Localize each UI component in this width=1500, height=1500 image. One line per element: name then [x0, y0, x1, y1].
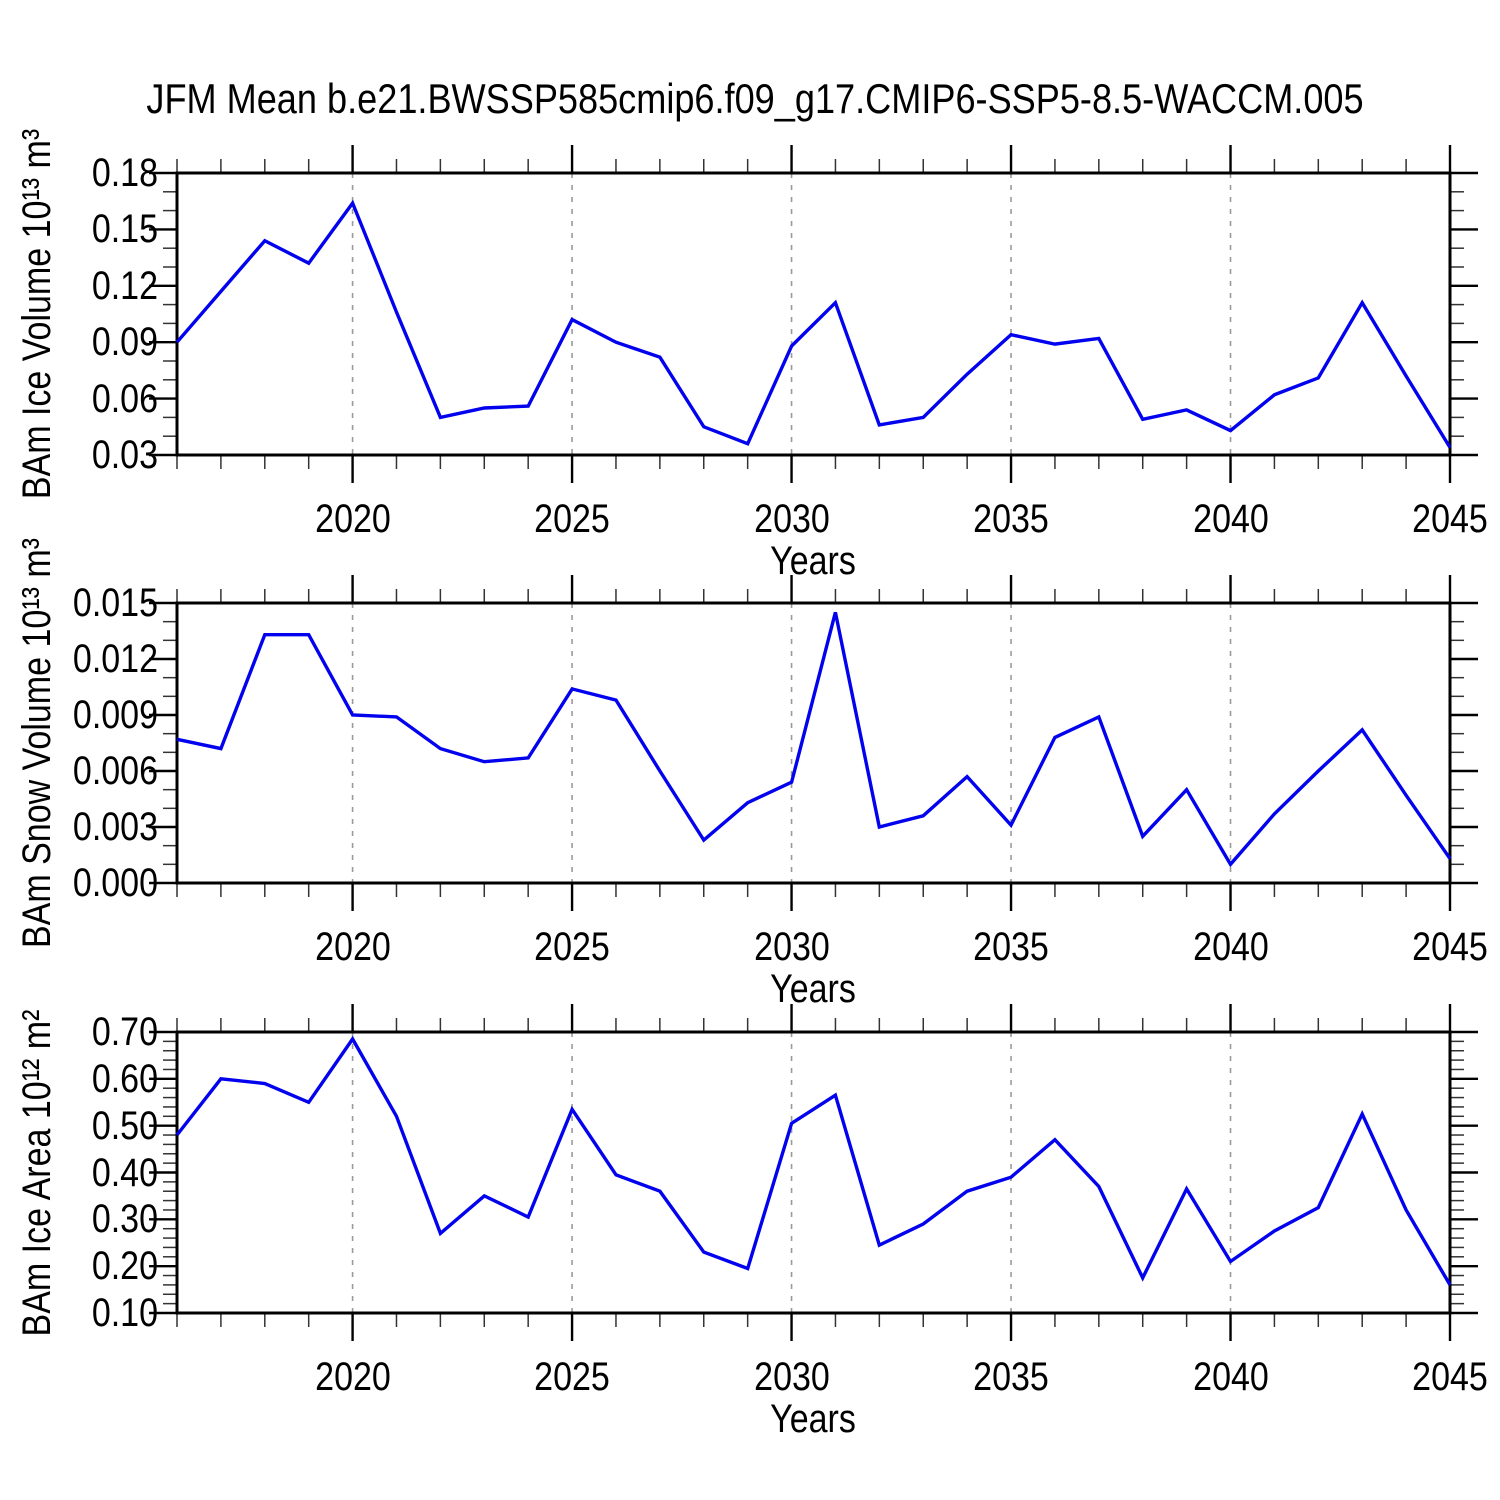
- y-ticks: [149, 601, 1478, 885]
- x-ticks: [176, 145, 1452, 483]
- x-tick-label: 2025: [534, 925, 610, 969]
- y-tick-label: 0.30: [91, 1197, 158, 1242]
- x-tick-label: 2045: [1412, 925, 1488, 969]
- y-tick-label: 0.60: [91, 1056, 158, 1101]
- x-tick-label: 2035: [973, 497, 1049, 541]
- gridlines: [351, 1032, 1232, 1313]
- plot-frame: [175, 601, 1452, 885]
- snow_volume-line: [176, 611, 1452, 868]
- x-tick-label: 2025: [534, 1355, 610, 1399]
- y-tick-label: 0.012: [72, 637, 158, 681]
- y-tick-label: 0.03: [91, 433, 158, 477]
- x-axis-title-panel3: Years: [770, 1397, 856, 1441]
- x-ticks: [176, 1004, 1452, 1341]
- gridlines: [351, 603, 1232, 883]
- y-tick-label: 0.12: [91, 263, 158, 308]
- x-axis-title-panel1: Years: [770, 539, 856, 583]
- x-tick-label: 2020: [314, 497, 391, 541]
- panel-ice_area: [149, 1004, 1478, 1341]
- y-tick-label: 0.10: [91, 1291, 158, 1335]
- y-tick-label: 0.18: [91, 151, 158, 195]
- x-tick-label: 2020: [314, 925, 391, 969]
- x-tick-label: 2045: [1412, 497, 1488, 541]
- y-tick-label: 0.003: [72, 805, 158, 849]
- y-tick-label: 0.006: [72, 749, 158, 793]
- y-tick-label: 0.06: [91, 376, 158, 421]
- x-tick-label: 2030: [753, 497, 830, 541]
- y-tick-label: 0.20: [91, 1244, 158, 1289]
- x-axis-title-panel2: Years: [770, 967, 856, 1011]
- x-tick-label: 2030: [753, 1355, 830, 1399]
- gridlines: [351, 173, 1232, 455]
- y-tick-label: 0.09: [91, 320, 158, 365]
- x-tick-label: 2025: [534, 497, 610, 541]
- ice_area-line: [175, 1035, 1452, 1286]
- y-tick-label: 0.009: [72, 693, 158, 737]
- x-tick-label: 2040: [1192, 925, 1269, 969]
- ice_volume-line: [175, 199, 1452, 449]
- panel-snow_volume: [149, 575, 1478, 911]
- y-ticks: [149, 1030, 1478, 1315]
- y-tick-label: 0.015: [72, 581, 158, 625]
- x-ticks: [176, 575, 1452, 911]
- chart-title: JFM Mean b.e21.BWSSP585cmip6.f09_g17.CMI…: [146, 75, 1364, 122]
- x-tick-label: 2045: [1412, 1355, 1488, 1399]
- x-tick-label: 2035: [973, 925, 1049, 969]
- plot-frame: [175, 171, 1452, 457]
- x-tick-label: 2020: [314, 1355, 391, 1399]
- plot-frame: [175, 1030, 1452, 1315]
- x-tick-label: 2040: [1192, 1355, 1269, 1399]
- y-tick-label: 0.15: [91, 207, 158, 252]
- x-tick-label: 2035: [973, 1355, 1049, 1399]
- y-tick-label: 0.70: [91, 1010, 158, 1054]
- x-tick-label: 2030: [753, 925, 830, 969]
- panel-ice_volume: [149, 145, 1478, 483]
- y-tick-label: 0.000: [72, 861, 158, 905]
- y-ticks: [149, 171, 1478, 457]
- y-tick-label: 0.50: [91, 1103, 158, 1148]
- x-tick-label: 2040: [1192, 497, 1269, 541]
- y-tick-label: 0.40: [91, 1150, 158, 1195]
